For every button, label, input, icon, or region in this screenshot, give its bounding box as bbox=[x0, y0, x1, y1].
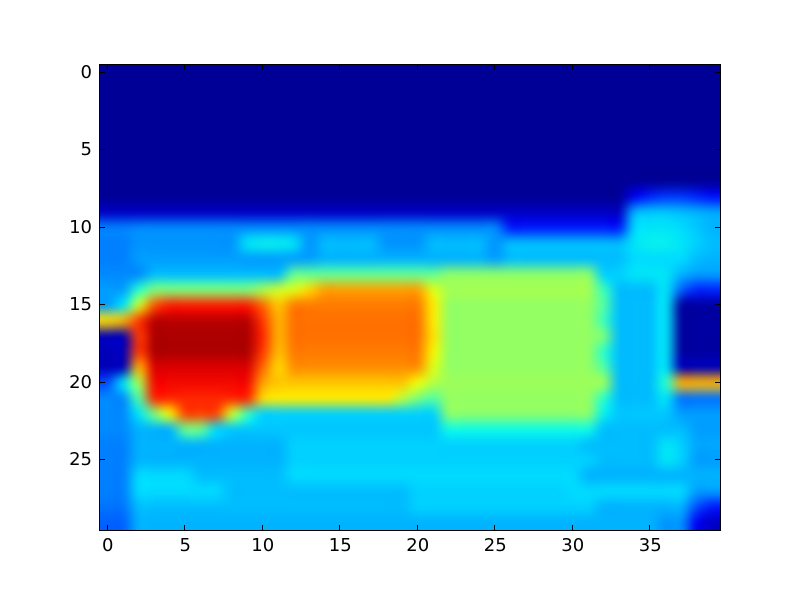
y-tick-label: 0 bbox=[80, 61, 92, 83]
y-tick-left bbox=[100, 304, 105, 305]
x-tick-top bbox=[262, 65, 263, 70]
y-tick-label: 15 bbox=[69, 294, 92, 316]
x-tick-bottom bbox=[107, 525, 108, 530]
y-tick-left bbox=[100, 149, 105, 150]
y-tick-left bbox=[100, 459, 105, 460]
x-tick-label: 30 bbox=[561, 535, 585, 556]
x-tick-label: 35 bbox=[638, 535, 662, 556]
x-tick-label: 25 bbox=[483, 535, 507, 556]
y-tick-right bbox=[715, 304, 720, 305]
x-tick-bottom bbox=[339, 525, 340, 530]
y-tick-label: 5 bbox=[80, 139, 92, 161]
x-tick-bottom bbox=[184, 525, 185, 530]
x-tick-top bbox=[417, 65, 418, 70]
x-tick-label: 15 bbox=[328, 535, 352, 556]
y-tick-left bbox=[100, 227, 105, 228]
y-tick-label: 20 bbox=[69, 371, 92, 393]
x-tick-label: 10 bbox=[251, 535, 275, 556]
x-tick-top bbox=[184, 65, 185, 70]
x-tick-label: 20 bbox=[406, 535, 430, 556]
x-tick-bottom bbox=[262, 525, 263, 530]
plot-area bbox=[99, 64, 721, 531]
x-tick-bottom bbox=[572, 525, 573, 530]
y-tick-right bbox=[715, 227, 720, 228]
y-tick-label: 25 bbox=[69, 449, 92, 471]
y-tick-right bbox=[715, 382, 720, 383]
y-tick-label: 10 bbox=[69, 216, 92, 238]
x-tick-label: 5 bbox=[179, 535, 191, 556]
y-tick-left bbox=[100, 72, 105, 73]
x-tick-bottom bbox=[649, 525, 650, 530]
y-tick-right bbox=[715, 149, 720, 150]
y-tick-right bbox=[715, 72, 720, 73]
x-tick-top bbox=[572, 65, 573, 70]
x-tick-bottom bbox=[494, 525, 495, 530]
x-tick-top bbox=[339, 65, 340, 70]
y-tick-left bbox=[100, 382, 105, 383]
x-tick-label: 0 bbox=[102, 535, 114, 556]
x-tick-top bbox=[649, 65, 650, 70]
y-tick-right bbox=[715, 459, 720, 460]
x-tick-top bbox=[107, 65, 108, 70]
x-tick-top bbox=[494, 65, 495, 70]
heatmap-image bbox=[100, 65, 720, 530]
x-tick-bottom bbox=[417, 525, 418, 530]
